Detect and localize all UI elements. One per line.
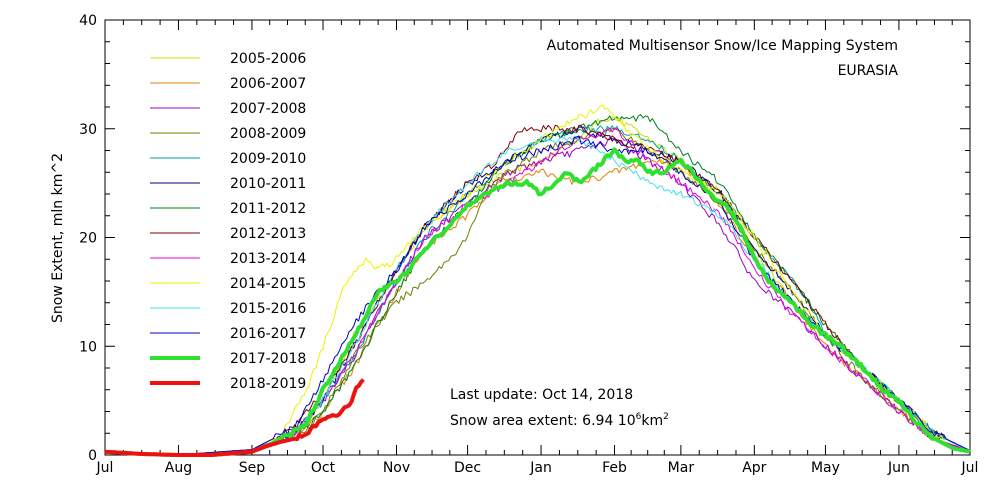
legend-label: 2011-2012	[230, 201, 306, 217]
y-tick-label: 40	[79, 13, 97, 29]
x-tick-label: Nov	[383, 460, 410, 476]
y-tick-label: 20	[79, 231, 97, 247]
legend-label: 2016-2017	[230, 326, 306, 342]
legend-label: 2014-2015	[230, 276, 306, 292]
x-tick-label: Sep	[239, 460, 266, 476]
legend-label: 2015-2016	[230, 301, 306, 317]
x-tick-label: Mar	[668, 460, 695, 476]
legend-label: 2010-2011	[230, 176, 306, 192]
extent-annotation-exp: 6	[636, 412, 642, 422]
series-layer	[104, 104, 971, 457]
extent-annotation-main: Snow area extent: 6.94 10	[450, 413, 636, 429]
x-tick-label: Oct	[311, 460, 336, 476]
y-tick-label: 30	[79, 122, 97, 138]
extent-annotation-unit: km	[641, 413, 663, 429]
chart-subtitle: EURASIA	[838, 63, 899, 79]
x-tick-label: Jul	[96, 460, 114, 476]
axis-ticks: 0 10 20 30 40 Jul Aug Sep Oct Nov Dec Jan Feb Mar Apr M…	[79, 13, 978, 476]
x-tick-label: Dec	[454, 460, 481, 476]
legend-label: 2018-2019	[230, 376, 306, 392]
y-tick-label: 0	[88, 448, 97, 464]
legend-label: 2009-2010	[230, 151, 306, 167]
x-tick-label: Jun	[887, 460, 910, 476]
legend: 2005-2006 2006-2007 2007-2008 2008-2009 2009…	[150, 51, 306, 392]
x-tick-label: Apr	[742, 460, 766, 476]
y-axis-label: Snow Extent, mln km^2	[50, 153, 66, 323]
legend-label: 2012-2013	[230, 226, 306, 242]
chart-title: Automated Multisensor Snow/Ice Mapping S…	[547, 38, 898, 54]
legend-label: 2007-2008	[230, 101, 306, 117]
x-tick-label: Jan	[529, 460, 552, 476]
x-tick-label: Jul	[961, 460, 979, 476]
extent-annotation: Snow area extent: 6.94 106km2	[450, 412, 669, 429]
x-tick-label: May	[811, 460, 840, 476]
legend-label: 2017-2018	[230, 351, 306, 367]
last-update-annotation: Last update: Oct 14, 2018	[450, 387, 633, 403]
legend-label: 2005-2006	[230, 51, 306, 67]
legend-label: 2006-2007	[230, 76, 306, 92]
x-tick-label: Aug	[165, 460, 192, 476]
series-line-2018-2019	[104, 378, 365, 457]
legend-label: 2008-2009	[230, 126, 306, 142]
extent-annotation-unit-exp: 2	[663, 412, 669, 422]
y-tick-label: 10	[79, 339, 97, 355]
legend-label: 2013-2014	[230, 251, 306, 267]
x-tick-label: Feb	[602, 460, 627, 476]
